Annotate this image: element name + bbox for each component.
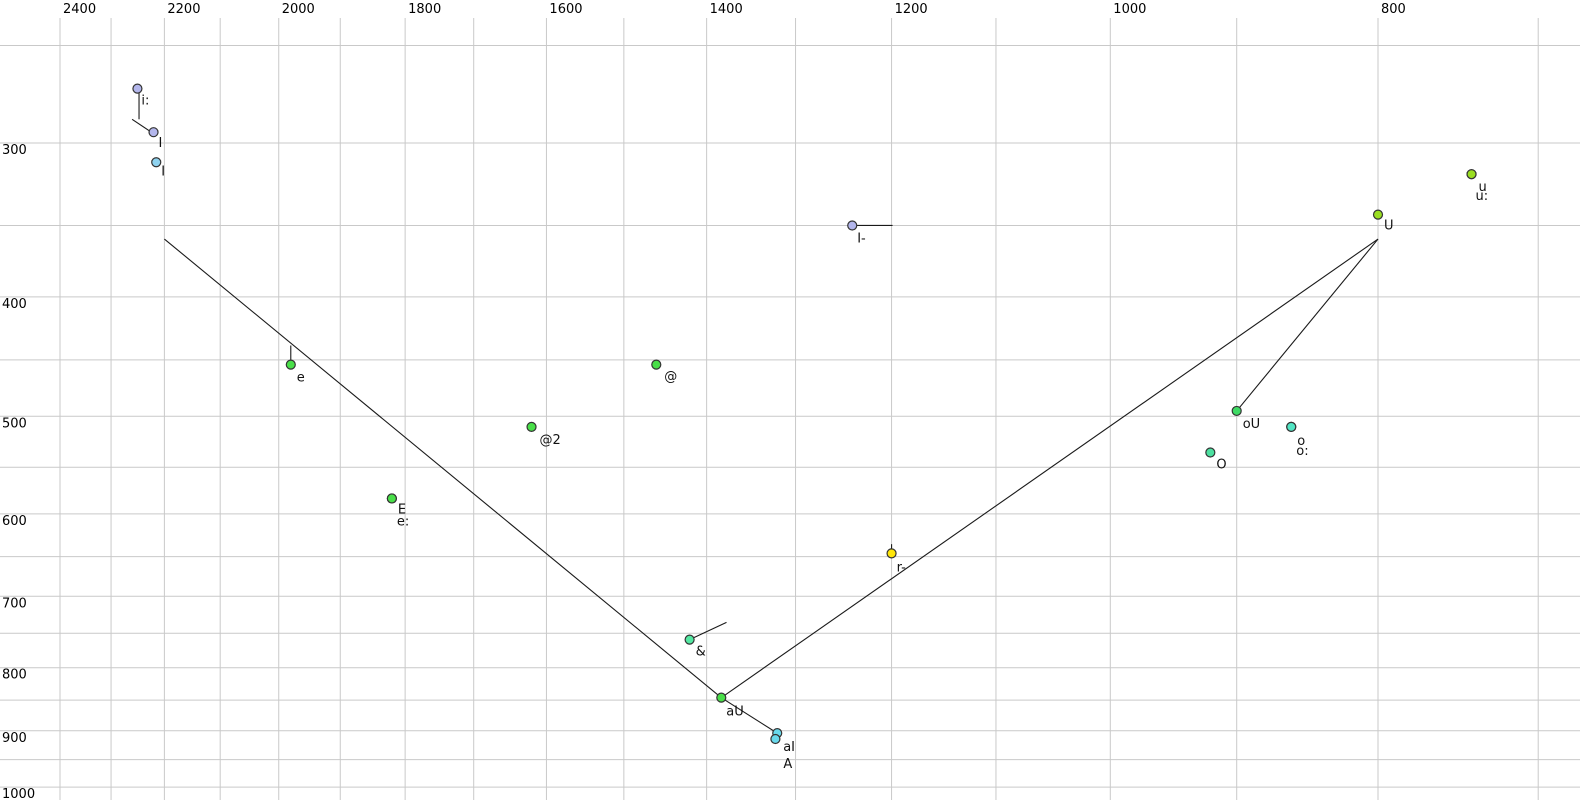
y-axis-tick-label: 900	[2, 731, 27, 746]
vowel-point-I-	[847, 220, 858, 231]
y-axis-tick-label: 800	[2, 668, 27, 683]
vowel-label-@: @	[664, 370, 677, 385]
vowel-point-A	[770, 733, 781, 745]
vowel-label-i:: i:	[141, 94, 149, 109]
vowel-point-o:	[1286, 421, 1297, 432]
axis-tick-labels: 2400 2200 2000 1800 1600 1400 1200 1000 800 300 40…	[2, 2, 1406, 800]
vowel-label-u: u	[1479, 180, 1487, 195]
x-axis-tick-label: 1400	[710, 2, 743, 17]
vowel-label-I: I	[161, 164, 165, 179]
x-axis-tick-label: 2000	[282, 2, 315, 17]
vowel-label-aU: aU	[726, 705, 743, 720]
vowel-label-e:: e:	[397, 514, 409, 529]
vowel-point-@2	[526, 421, 537, 432]
grid-lines	[0, 18, 1580, 800]
vowel-point-O	[1205, 447, 1216, 458]
vowel-label-oU: oU	[1243, 417, 1260, 432]
vowel-label-E: E	[398, 502, 406, 517]
x-axis-tick-label: 1200	[895, 2, 928, 17]
vowel-point-e:	[386, 493, 397, 504]
y-axis-tick-label: 400	[2, 297, 27, 312]
trajectory-line-front-to-aU-diagonal	[164, 238, 722, 699]
x-axis-tick-label: 1800	[408, 2, 441, 17]
trajectory-line-into-I	[131, 118, 152, 133]
vowel-label-I-: I-	[857, 231, 866, 246]
vowel-label-A: A	[783, 757, 792, 772]
vowel-point-aU	[716, 692, 727, 703]
y-axis-tick-label: 1000	[2, 787, 35, 800]
vowel-label-I: I	[159, 136, 163, 151]
y-axis-tick-label: 700	[2, 596, 27, 611]
vowel-points	[132, 83, 1477, 745]
vowel-label-aI: aI	[783, 740, 795, 755]
x-axis-tick-label: 2400	[63, 2, 96, 17]
vowel-label-&: &	[696, 645, 706, 660]
x-axis-tick-label: 1600	[549, 2, 582, 17]
trajectory-line-aU-to-high-back	[720, 238, 1379, 699]
y-axis-tick-label: 300	[2, 143, 27, 158]
vowel-point-I	[151, 157, 162, 168]
vowel-label-o: o	[1297, 434, 1305, 449]
vowel-point-u:	[1466, 169, 1477, 180]
trajectory-lines	[131, 92, 1379, 734]
vowel-label-o:: o:	[1296, 444, 1308, 459]
vowel-label-u:: u:	[1476, 189, 1489, 204]
vowel-label-@2: @2	[540, 433, 561, 448]
x-axis-tick-label: 800	[1381, 2, 1406, 17]
vowel-point-i:	[132, 83, 143, 94]
vowel-point-I	[148, 127, 159, 138]
x-axis-tick-label: 2200	[167, 2, 200, 17]
vowel-point-U	[1372, 209, 1384, 220]
vowel-label-r-: r-	[897, 560, 907, 575]
y-axis-tick-label: 500	[2, 416, 27, 431]
vowel-point-@	[651, 359, 662, 370]
vowel-point-&	[684, 634, 695, 645]
vowel-point-e	[285, 359, 296, 370]
trajectory-line-ash-tick	[689, 621, 727, 641]
x-axis-tick-label: 1000	[1113, 2, 1146, 17]
vowel-label-O: O	[1216, 457, 1226, 472]
vowel-point-r-	[886, 548, 897, 559]
trajectory-line-oU-to-high-back	[1236, 238, 1379, 412]
vowel-labels: i: IIe Ee: @ @2 & aU aI A I-r- Uuu: oU oo: O	[141, 94, 1488, 772]
vowel-label-e: e	[297, 371, 305, 386]
y-axis-tick-label: 600	[2, 514, 27, 529]
trajectory-line-aU-to-aI	[720, 697, 778, 734]
vowel-label-U: U	[1384, 219, 1394, 234]
vowel-point-oU	[1231, 405, 1242, 417]
